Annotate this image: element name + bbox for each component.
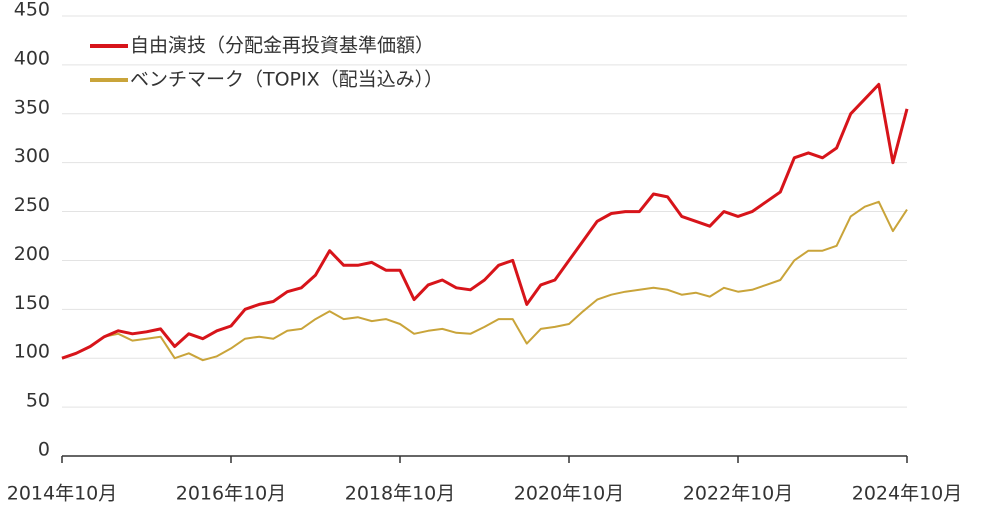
y-tick-label: 400	[14, 47, 50, 69]
y-tick-label: 350	[14, 96, 50, 118]
legend-label: ベンチマーク（TOPIX（配当込み））	[130, 69, 443, 91]
y-tick-label: 300	[14, 145, 50, 167]
y-tick-label: 100	[14, 341, 50, 363]
x-tick-label: 2014年10月	[7, 483, 118, 505]
x-tick-label: 2018年10月	[345, 483, 456, 505]
legend-label: 自由演技（分配金再投資基準価額）	[130, 35, 434, 57]
x-tick-label: 2020年10月	[514, 483, 625, 505]
series-line	[61, 200, 908, 362]
y-tick-label: 0	[38, 439, 50, 461]
y-tick-label: 150	[14, 292, 50, 314]
series-line	[61, 82, 909, 360]
y-tick-label: 200	[14, 243, 50, 265]
x-tick-label: 2024年10月	[852, 483, 963, 505]
x-tick-label: 2016年10月	[176, 483, 287, 505]
y-tick-label: 50	[26, 390, 50, 412]
y-tick-label: 450	[14, 0, 50, 21]
y-tick-label: 250	[14, 194, 50, 216]
x-tick-label: 2022年10月	[683, 483, 794, 505]
